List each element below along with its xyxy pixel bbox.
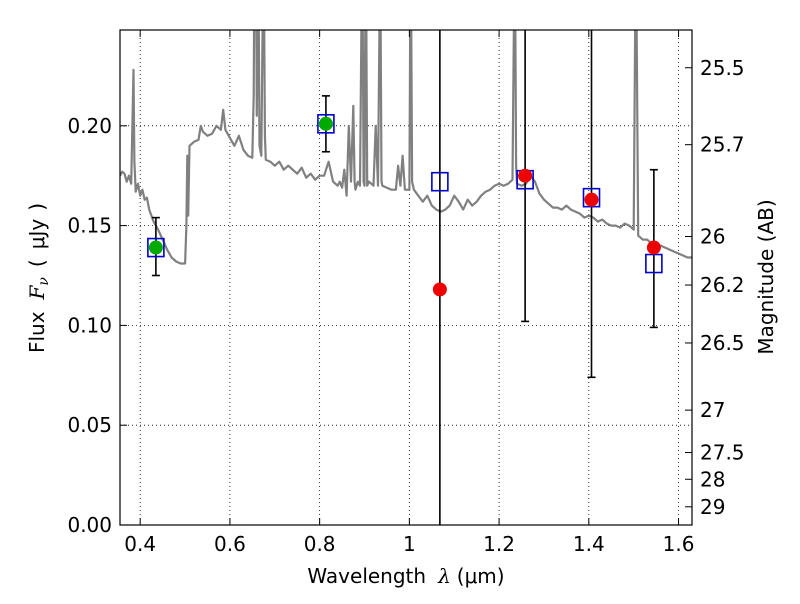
x-tick-label: 0.6 — [214, 532, 246, 556]
x-tick-label: 1.2 — [483, 532, 515, 556]
observed-detection-point — [148, 240, 163, 255]
magnitude-axis-ticks: 25.5 25.7 26 26.2 26.5 27 27.528 29 — [685, 56, 745, 519]
y-tick-label: 0.15 — [67, 214, 112, 238]
observed-detection-point — [318, 116, 333, 131]
mag-tick-label: 27.5 — [700, 441, 745, 465]
x-tick-label: 0.8 — [304, 532, 336, 556]
y-tick-label: 0.20 — [67, 114, 112, 138]
model-spectrum — [120, 30, 692, 265]
y-tick-label: 0.00 — [67, 513, 112, 537]
x-tick-label: 1 — [403, 532, 416, 556]
y-tick-label: 0.05 — [67, 413, 112, 437]
mag-tick-label: 28 — [700, 467, 725, 491]
x-axis-ticks: 0.4 0.6 0.8 1 1.2 1.4 1.6 — [124, 30, 694, 556]
observed-points — [148, 116, 661, 297]
x-tick-label: 1.6 — [663, 532, 695, 556]
mag-tick-label: 29 — [700, 495, 725, 519]
observed-lowsn-point — [646, 240, 661, 255]
observed-lowsn-point — [432, 282, 447, 297]
y-axis-label: FluxFν(μJy) — [25, 203, 52, 353]
mag-tick-label: 25.5 — [700, 56, 745, 80]
right-axis-label: Magnitude (AB) — [754, 199, 778, 354]
mag-tick-label: 26.5 — [700, 331, 745, 355]
x-tick-label: 0.4 — [124, 532, 156, 556]
x-axis-label: Wavelength λ (μm) — [307, 564, 504, 588]
error-bars — [151, 30, 658, 525]
model-photometry-square — [317, 114, 335, 134]
model-photometry-square — [147, 237, 165, 258]
y-axis-ticks: 0.00 0.05 0.10 0.15 0.20 — [67, 114, 127, 537]
observed-lowsn-point — [518, 168, 533, 183]
model-spectrum-line — [120, 30, 692, 265]
mag-tick-label: 25.7 — [700, 133, 745, 157]
mag-tick-label: 26 — [700, 224, 725, 248]
observed-lowsn-point — [584, 192, 599, 207]
grid — [120, 30, 692, 526]
model-photometry-square — [582, 187, 601, 208]
model-photometry — [147, 114, 663, 274]
model-photometry-square — [431, 171, 449, 192]
y-tick-label: 0.10 — [67, 313, 112, 337]
plot-frame — [119, 29, 693, 526]
mag-tick-label: 26.2 — [700, 273, 745, 297]
mag-tick-label: 27 — [700, 398, 725, 422]
x-tick-label: 1.4 — [573, 532, 605, 556]
